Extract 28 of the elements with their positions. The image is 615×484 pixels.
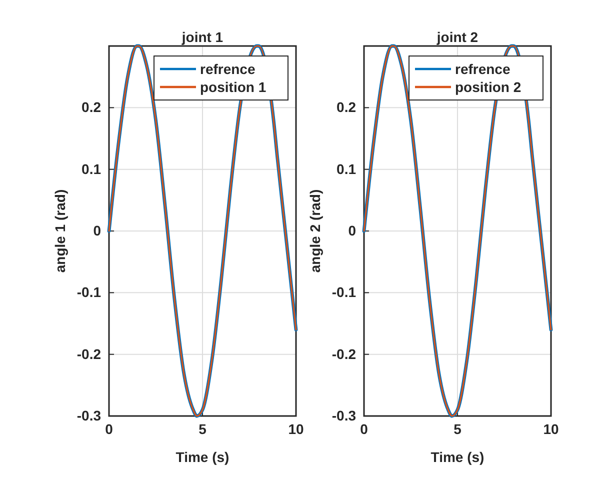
chart-title: joint 2 (436, 29, 478, 45)
y-tick-label: 0.1 (336, 160, 356, 177)
x-tick-label: 10 (288, 420, 304, 437)
x-tick-label: 0 (360, 420, 368, 437)
x-tick-label: 10 (543, 420, 559, 437)
x-tick-label: 0 (105, 420, 114, 437)
legend-label: refrence (455, 61, 510, 77)
y-tick-label: -0.3 (76, 407, 102, 424)
legend-label: refrence (200, 61, 256, 77)
legend-label: position 2 (455, 79, 522, 95)
x-tick-label: 5 (454, 420, 462, 437)
y-tick-label: -0.2 (332, 346, 356, 362)
chart-title: joint 1 (180, 29, 224, 45)
y-tick-label: 0.2 (336, 99, 356, 116)
y-axis-title: angle 1 (rad) (52, 189, 68, 273)
y-tick-label: -0.1 (76, 284, 102, 300)
y-tick-label: -0.1 (332, 284, 356, 300)
y-tick-label: 0.2 (82, 99, 102, 116)
y-tick-label: -0.2 (76, 346, 102, 362)
y-axis-title: angle 2 (rad) (307, 189, 323, 273)
x-axis-title: Time (s) (430, 449, 484, 465)
y-tick-label: 0 (93, 222, 102, 238)
x-tick-label: 5 (198, 420, 207, 437)
y-tick-label: -0.3 (332, 407, 356, 424)
y-tick-label: 0 (348, 222, 356, 238)
legend-label: position 1 (200, 79, 266, 95)
y-tick-label: 0.1 (82, 160, 102, 177)
x-axis-title: Time (s) (176, 449, 230, 465)
